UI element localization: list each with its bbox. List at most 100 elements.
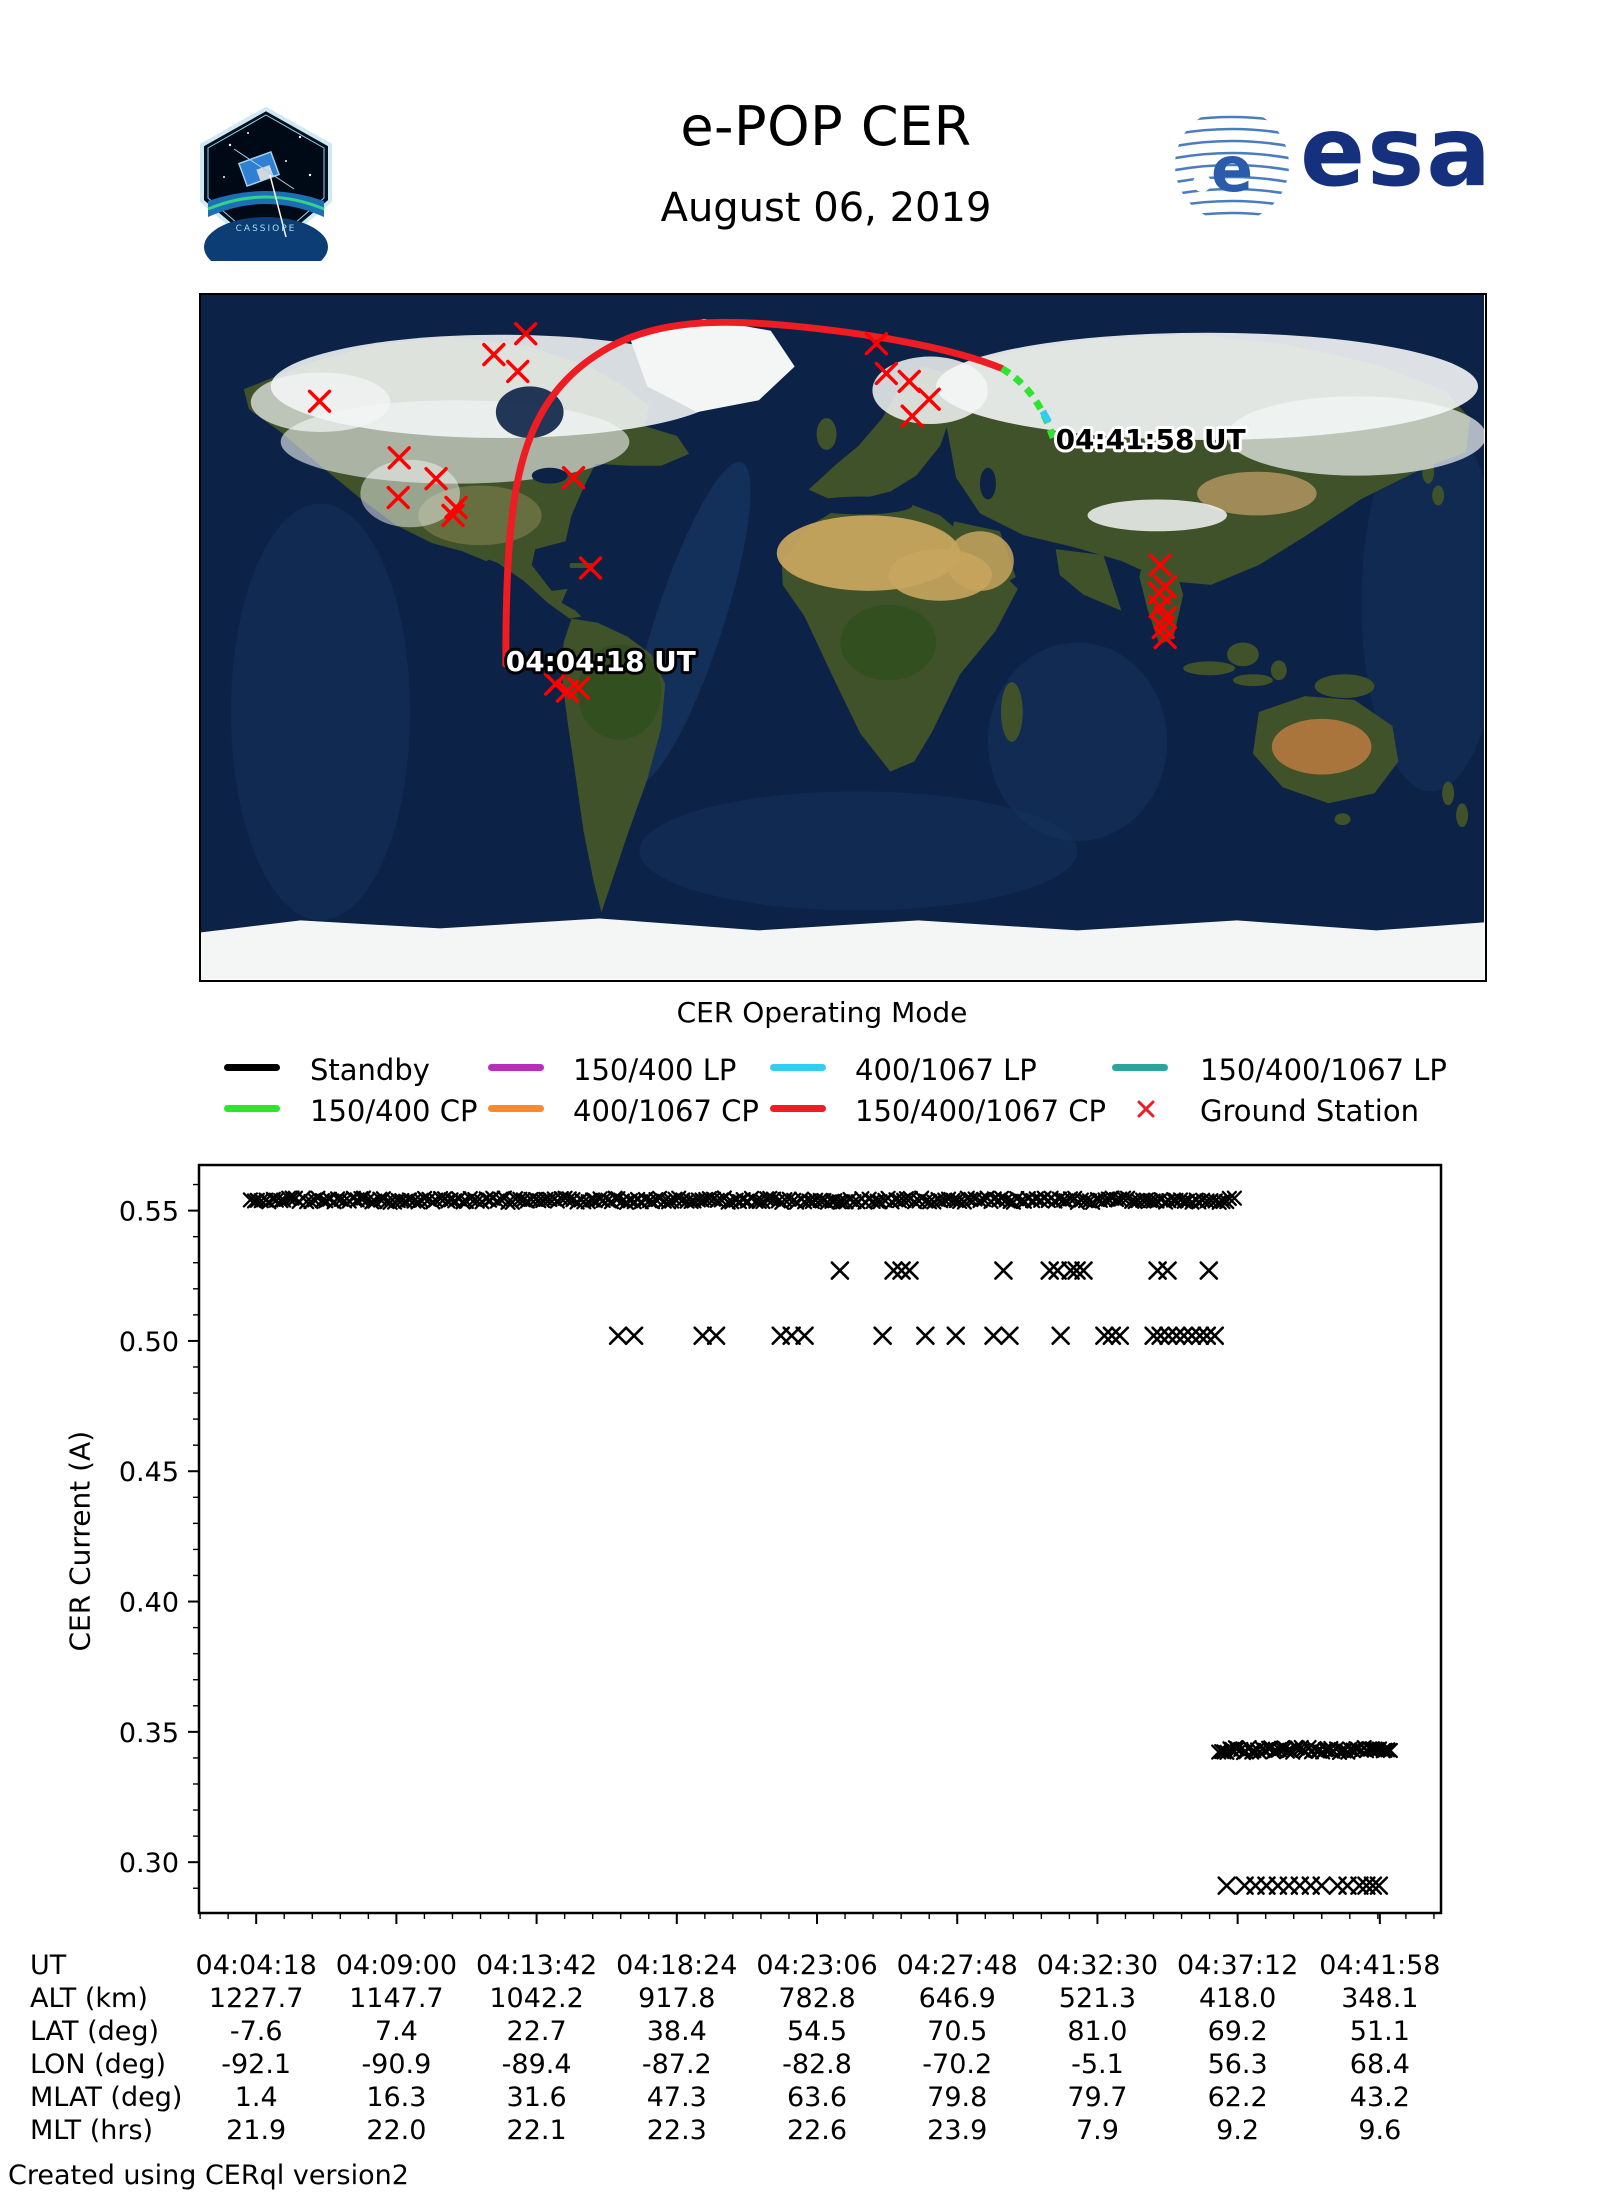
table-cell: 418.0 [1198, 1983, 1277, 2014]
table-cell: 38.4 [646, 2016, 707, 2047]
table-row-label: MLT (hrs) [30, 2115, 154, 2146]
ground-station-marker [386, 485, 410, 510]
table-cell: 04:13:42 [475, 1950, 598, 1981]
legend-swatch [224, 1064, 280, 1071]
table-cell: 22.0 [366, 2115, 427, 2146]
ground-station-marker [543, 672, 568, 696]
legend-swatch [1112, 1064, 1168, 1071]
ground-station-marker [424, 466, 448, 491]
table-cell: 1227.7 [208, 1983, 304, 2014]
table-cell: -70.2 [922, 2049, 993, 2080]
scatter-markers [242, 1190, 1398, 1895]
ground-station-marker [441, 503, 465, 528]
ground-station-marker [561, 466, 586, 490]
esa-logo: e esa [1172, 96, 1491, 230]
legend-label: 150/400/1067 LP [1200, 1053, 1447, 1087]
table-cell: 21.9 [226, 2115, 287, 2146]
legend-ground-station-marker [1137, 1100, 1155, 1118]
table-cell: 646.9 [918, 1983, 996, 2014]
y-tick-label: 0.45 [119, 1457, 179, 1488]
table-row-label: LAT (deg) [30, 2016, 160, 2047]
table-cell: 22.1 [506, 2115, 567, 2146]
ground-station-marker [482, 342, 506, 367]
patch-mission-name: CASSIOPE [236, 224, 297, 234]
y-tick-label: 0.35 [119, 1718, 179, 1749]
ground-station-marker [514, 322, 538, 346]
legend-label: Standby [310, 1053, 430, 1087]
ground-station-marker [900, 404, 924, 428]
cassiope-mission-patch: CASSIOPE [200, 106, 332, 261]
y-tick-label: 0.50 [119, 1327, 179, 1358]
table-cell: 7.4 [374, 2016, 418, 2047]
legend-swatch [224, 1105, 280, 1112]
table-cell: 69.2 [1207, 2016, 1268, 2047]
table-cell: -89.4 [501, 2049, 572, 2080]
world-map: 04:04:18 UT 04:41:58 UT [199, 293, 1487, 982]
esa-wordmark: esa [1300, 96, 1494, 208]
table-cell: 79.8 [927, 2082, 988, 2113]
table-row-label: UT [30, 1950, 67, 1981]
table-cell: 56.3 [1207, 2049, 1268, 2080]
table-cell: 04:23:06 [756, 1950, 878, 1981]
page-title: e-POP CER [680, 95, 972, 158]
table-cell: 7.9 [1075, 2115, 1119, 2146]
track-time-label: 04:41:58 UT [1056, 423, 1246, 456]
table-cell: 63.6 [786, 2082, 848, 2113]
land-shading [418, 471, 1372, 775]
table-cell: 70.5 [927, 2016, 988, 2047]
table-cell: 22.7 [506, 2016, 567, 2047]
y-tick-label: 0.30 [119, 1848, 179, 1879]
satellite-track-red [502, 318, 1006, 668]
table-cell: 51.1 [1349, 2016, 1410, 2047]
page-date: August 06, 2019 [660, 185, 992, 231]
table-cell: -82.8 [782, 2049, 852, 2080]
y-tick-label: 0.40 [119, 1588, 179, 1619]
legend-swatch [488, 1064, 544, 1071]
table-cell: -90.9 [361, 2049, 432, 2080]
cer-current-chart: 0.30 0.35 0.40 0.45 0.50 0.55 [119, 1163, 1443, 1924]
satellite-track-green [1000, 365, 1059, 444]
legend-swatch [488, 1105, 544, 1112]
svg-text:e: e [1211, 133, 1253, 206]
table-cell: 22.3 [646, 2115, 707, 2146]
satellite-track-cyan-dash [1039, 409, 1052, 424]
table-cell: -5.1 [1071, 2049, 1124, 2080]
table-cell: -92.1 [221, 2049, 292, 2080]
credit-note: Created using CERql version2 [8, 2160, 409, 2191]
track-time-label: 04:04:18 UT [506, 645, 696, 678]
patch-stars [223, 132, 312, 178]
ground-station-marker [874, 361, 899, 386]
table-cell: 1.4 [234, 2082, 278, 2113]
table-row-label: LON (deg) [30, 2049, 167, 2080]
y-axis-label: CER Current (A) [63, 1430, 97, 1652]
table-cell: 81.0 [1067, 2016, 1128, 2047]
table-cell: 04:41:58 [1319, 1950, 1441, 1981]
table-row-label: MLAT (deg) [30, 2082, 183, 2113]
table-cell: 04:18:24 [616, 1950, 738, 1981]
legend-swatch [770, 1105, 826, 1112]
ground-station-marker [1148, 553, 1172, 577]
legend-label: 400/1067 CP [573, 1094, 759, 1128]
table-cell: 79.7 [1067, 2082, 1128, 2113]
table-cell: 9.6 [1358, 2115, 1402, 2146]
table-cell: 47.3 [646, 2082, 707, 2113]
table-cell: 348.1 [1341, 1983, 1419, 2014]
esa-globe-icon: e [1175, 108, 1289, 222]
ground-station-marker [307, 389, 332, 413]
table-cell: 1147.7 [349, 1983, 444, 2014]
table-cell: 04:27:48 [896, 1950, 1018, 1981]
table-cell: 16.3 [366, 2082, 427, 2113]
ground-station-marker [1148, 595, 1172, 619]
table-cell: 54.5 [786, 2016, 848, 2047]
y-tick-label: 0.55 [119, 1197, 179, 1228]
ground-station-marker [864, 331, 889, 356]
table-cell: 04:09:00 [335, 1950, 457, 1981]
legend-label: 150/400 CP [310, 1094, 478, 1128]
table-cell: 9.2 [1216, 2115, 1260, 2146]
table-cell: 22.6 [786, 2115, 848, 2146]
table-cell: 31.6 [506, 2082, 567, 2113]
table-cell: 43.2 [1349, 2082, 1410, 2113]
ground-station-marker [387, 446, 411, 470]
legend-label: 150/400 LP [573, 1053, 737, 1087]
